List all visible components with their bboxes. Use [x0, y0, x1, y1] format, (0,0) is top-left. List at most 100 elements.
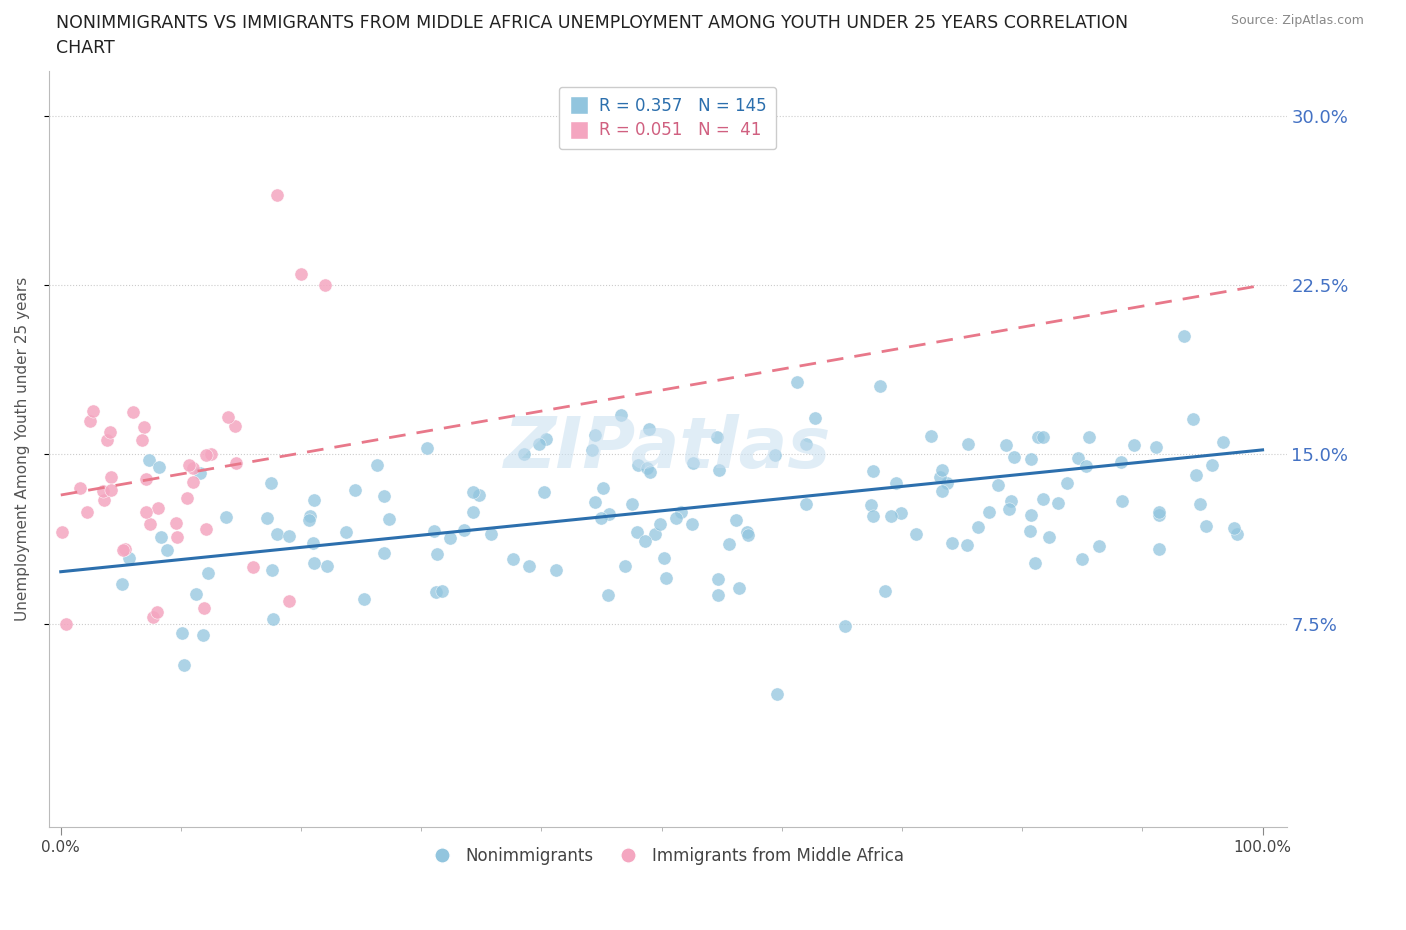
- Point: [860, 498, 883, 512]
- Point: [763, 447, 786, 462]
- Point: [200, 446, 222, 461]
- Point: [468, 487, 491, 502]
- Point: [132, 419, 155, 434]
- Point: [197, 565, 219, 580]
- Point: [1019, 451, 1042, 466]
- Point: [1002, 450, 1025, 465]
- Point: [655, 570, 678, 585]
- Point: [889, 506, 911, 521]
- Point: [886, 475, 908, 490]
- Point: [527, 436, 550, 451]
- Point: [302, 492, 325, 507]
- Point: [224, 418, 246, 433]
- Point: [1188, 497, 1211, 512]
- Text: ZIPatlas: ZIPatlas: [503, 414, 831, 484]
- Point: [987, 478, 1010, 493]
- Point: [179, 458, 201, 472]
- Point: [146, 500, 169, 515]
- Point: [596, 588, 619, 603]
- Point: [463, 504, 485, 519]
- Point: [920, 429, 942, 444]
- Point: [610, 407, 633, 422]
- Point: [862, 509, 884, 524]
- Point: [1066, 450, 1088, 465]
- Point: [1147, 541, 1170, 556]
- Point: [583, 494, 606, 509]
- Point: [426, 547, 449, 562]
- Point: [425, 585, 447, 600]
- Point: [256, 511, 278, 525]
- Point: [304, 555, 326, 570]
- Point: [956, 436, 979, 451]
- Point: [998, 501, 1021, 516]
- Point: [1019, 524, 1042, 538]
- Point: [1185, 468, 1208, 483]
- Point: [707, 571, 730, 586]
- Point: [51, 525, 73, 539]
- Point: [373, 545, 395, 560]
- Point: [583, 428, 606, 443]
- Point: [378, 512, 401, 526]
- Point: [195, 522, 218, 537]
- Point: [652, 551, 675, 565]
- Point: [786, 375, 808, 390]
- Point: [737, 527, 759, 542]
- Point: [613, 559, 636, 574]
- Point: [994, 437, 1017, 452]
- Point: [277, 528, 299, 543]
- Point: [1223, 521, 1246, 536]
- Point: [513, 446, 536, 461]
- Point: [262, 611, 284, 626]
- Point: [79, 413, 101, 428]
- Point: [1226, 526, 1249, 541]
- Point: [1024, 555, 1046, 570]
- Point: [479, 526, 502, 541]
- Point: [416, 440, 439, 455]
- Point: [682, 456, 704, 471]
- Point: [111, 543, 134, 558]
- Point: [314, 278, 336, 293]
- Point: [1149, 507, 1171, 522]
- Point: [1212, 435, 1234, 450]
- Point: [669, 505, 692, 520]
- Point: [931, 484, 953, 498]
- Point: [1144, 439, 1167, 454]
- Point: [165, 515, 187, 530]
- Point: [1111, 494, 1133, 509]
- Point: [592, 481, 614, 496]
- Point: [928, 470, 950, 485]
- Point: [373, 489, 395, 504]
- Point: [707, 588, 730, 603]
- Point: [794, 497, 817, 512]
- Point: [290, 266, 312, 281]
- Point: [1201, 458, 1223, 472]
- Point: [432, 584, 454, 599]
- Point: [533, 485, 555, 499]
- Point: [931, 462, 953, 477]
- Point: [353, 591, 375, 606]
- Point: [315, 559, 337, 574]
- Point: [96, 432, 118, 447]
- Point: [644, 526, 666, 541]
- Point: [142, 609, 165, 624]
- Point: [873, 584, 896, 599]
- Point: [766, 686, 789, 701]
- Point: [534, 432, 557, 446]
- Point: [439, 530, 461, 545]
- Point: [796, 437, 818, 452]
- Point: [634, 534, 657, 549]
- Point: [181, 461, 204, 476]
- Point: [803, 411, 825, 426]
- Point: [181, 474, 204, 489]
- Point: [1056, 475, 1078, 490]
- Point: [188, 465, 211, 480]
- Point: [76, 504, 98, 519]
- Point: [453, 523, 475, 538]
- Point: [735, 525, 758, 539]
- Point: [139, 516, 162, 531]
- Point: [298, 509, 321, 524]
- Point: [170, 625, 193, 640]
- Point: [156, 542, 179, 557]
- Point: [298, 512, 321, 527]
- Point: [184, 587, 207, 602]
